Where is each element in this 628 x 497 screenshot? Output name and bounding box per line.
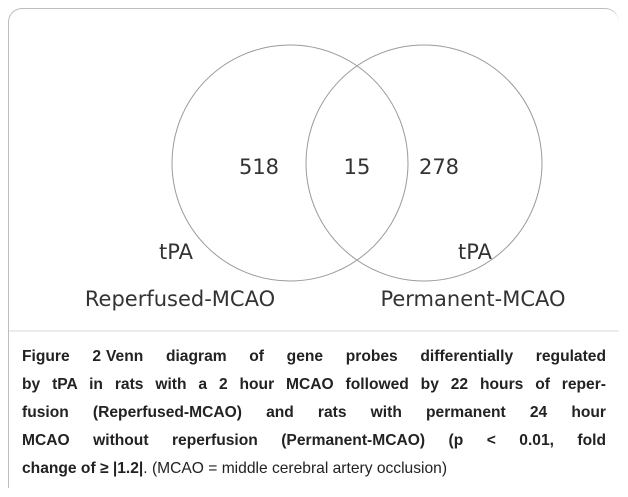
figure-frame xyxy=(8,8,619,488)
right-set-name: tPA xyxy=(458,240,493,264)
venn-diagram: 518 15 278 tPA Reperfused-MCAO tPA Perma… xyxy=(9,44,619,332)
caption-text: change of ≥ |1.2| xyxy=(22,460,144,477)
caption-line: Figure 2 Venn diagram of gene probes diff… xyxy=(22,343,606,371)
caption-line: change of ≥ |1.2|. (MCAO = middle cerebr… xyxy=(22,455,606,483)
figure-label: Figure 2 xyxy=(22,348,101,365)
left-set-label: Reperfused-MCAO xyxy=(85,287,275,311)
intersection-count: 15 xyxy=(344,155,371,179)
left-circle xyxy=(171,44,409,282)
caption-line: MCAO without reperfusion (Permanent-MCAO… xyxy=(22,432,606,449)
right-circle xyxy=(305,44,543,282)
left-set-name: tPA xyxy=(159,240,194,264)
right-only-count: 278 xyxy=(419,155,459,179)
caption: Figure 2 Venn diagram of gene probes diff… xyxy=(22,343,606,483)
caption-line: fusion (Reperfused-MCAO) and rats with p… xyxy=(22,404,606,421)
caption-tail: . (MCAO = middle cerebral artery occlusi… xyxy=(143,460,448,477)
caption-text: Venn diagram of gene probes differential… xyxy=(106,348,606,365)
right-set-label: Permanent-MCAO xyxy=(380,287,565,311)
caption-line: by tPA in rats with a 2 hour MCAO follow… xyxy=(22,376,606,393)
left-only-count: 518 xyxy=(239,155,279,179)
